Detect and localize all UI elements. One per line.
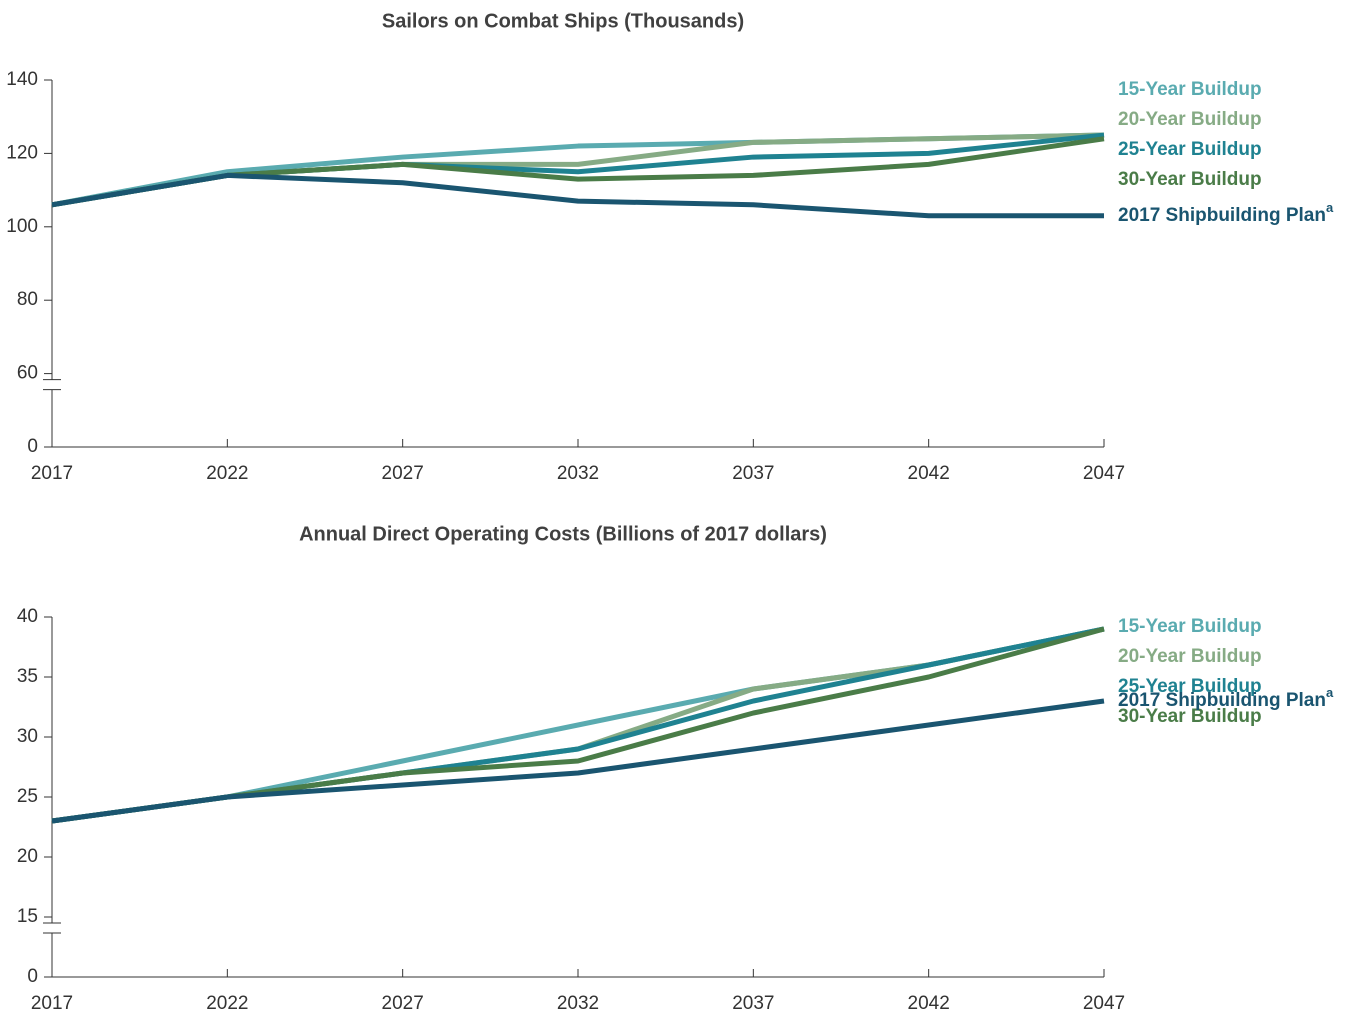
x-tick-label: 2017 [31, 993, 73, 1014]
y-tick-label: 25 [17, 786, 38, 807]
y-tick-label: 0 [27, 966, 38, 987]
legend-label: 2017 Shipbuilding Plan [1118, 205, 1326, 226]
line-chart: Annual Direct Operating Costs (Billions … [17, 523, 1334, 1014]
x-tick-label: 2017 [31, 463, 73, 484]
y-tick-label: 140 [6, 69, 38, 90]
x-tick-label: 2042 [908, 463, 950, 484]
legend-entry: 20-Year Buildup [1118, 646, 1262, 667]
y-tick-label: 120 [6, 142, 38, 163]
line-chart: Sailors on Combat Ships (Thousands) 0 60 80… [6, 10, 1334, 484]
series-line [51, 172, 1104, 219]
series-line [51, 698, 1105, 824]
legend-label: 2017 Shipbuilding Plan [1118, 690, 1326, 711]
legend-entry: 2017 Shipbuilding Plana [1118, 200, 1334, 226]
legend-entry: 2017 Shipbuilding Plana [1118, 685, 1334, 711]
y-tick-label: 20 [17, 846, 38, 867]
x-tick-label: 2022 [206, 993, 248, 1014]
legend-label: 25-Year Buildup [1118, 139, 1262, 160]
y-tick-label: 80 [17, 289, 38, 310]
legend-entry: 25-Year Buildup [1118, 676, 1262, 697]
legend-entry: 25-Year Buildup [1118, 139, 1262, 160]
y-tick-label: 15 [17, 906, 38, 927]
legend-note: a [1326, 200, 1334, 215]
chart-title: Sailors on Combat Ships (Thousands) [382, 10, 744, 32]
legend-entry: 30-Year Buildup [1118, 706, 1262, 727]
x-tick-label: 2027 [382, 463, 424, 484]
x-tick-label: 2037 [732, 993, 774, 1014]
legend-label: 30-Year Buildup [1118, 706, 1262, 727]
legend-label: 15-Year Buildup [1118, 79, 1262, 100]
legend-label: 15-Year Buildup [1118, 616, 1262, 637]
legend-entry: 15-Year Buildup [1118, 79, 1262, 100]
legend-label: 25-Year Buildup [1118, 676, 1262, 697]
x-tick-label: 2047 [1083, 463, 1125, 484]
y-tick-label: 0 [27, 436, 38, 457]
legend-entry: 20-Year Buildup [1118, 109, 1262, 130]
x-tick-label: 2037 [732, 463, 774, 484]
y-tick-label: 30 [17, 726, 38, 747]
legend-entry: 15-Year Buildup [1118, 616, 1262, 637]
y-tick-label: 100 [6, 216, 38, 237]
x-tick-label: 2032 [557, 993, 599, 1014]
legend-label: 30-Year Buildup [1118, 169, 1262, 190]
x-tick-label: 2022 [206, 463, 248, 484]
chart-title: Annual Direct Operating Costs (Billions … [299, 523, 827, 545]
x-tick-label: 2027 [382, 993, 424, 1014]
y-tick-label: 60 [17, 363, 38, 384]
x-tick-label: 2047 [1083, 993, 1125, 1014]
x-tick-label: 2032 [557, 463, 599, 484]
y-tick-label: 40 [17, 606, 38, 627]
y-tick-label: 35 [17, 666, 38, 687]
x-tick-label: 2042 [908, 993, 950, 1014]
legend-entry: 30-Year Buildup [1118, 169, 1262, 190]
legend-label: 20-Year Buildup [1118, 109, 1262, 130]
legend-note: a [1326, 685, 1334, 700]
legend-label: 20-Year Buildup [1118, 646, 1262, 667]
